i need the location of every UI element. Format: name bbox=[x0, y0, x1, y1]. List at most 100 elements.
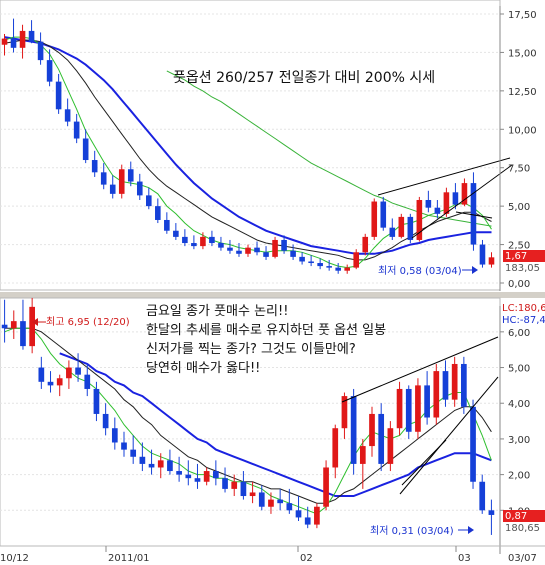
candle bbox=[222, 467, 228, 493]
top-grid bbox=[0, 13, 500, 284]
candle-body bbox=[240, 481, 247, 497]
y-tick-label: 5,00 bbox=[508, 364, 530, 375]
candle bbox=[29, 297, 35, 354]
candle-body bbox=[38, 367, 45, 382]
candle-body bbox=[127, 169, 134, 182]
candle-body bbox=[37, 41, 44, 61]
top-last-price-2: 183,05 bbox=[505, 263, 540, 274]
candle-body bbox=[434, 207, 441, 214]
candle bbox=[470, 399, 476, 489]
candle-body bbox=[185, 474, 192, 479]
candle bbox=[227, 239, 233, 254]
candle-body bbox=[29, 306, 35, 347]
candle-body bbox=[362, 236, 369, 253]
y-tick-label: 0,00 bbox=[508, 279, 530, 290]
candle bbox=[20, 299, 26, 350]
candle bbox=[396, 381, 403, 436]
candle bbox=[254, 241, 260, 256]
candle-body bbox=[203, 471, 210, 482]
candle bbox=[155, 198, 161, 224]
candle-body bbox=[91, 160, 98, 173]
candle-body bbox=[443, 192, 450, 214]
candle bbox=[46, 49, 53, 87]
top-panel: 풋옵션 260/257 전일종가 대비 200% 시세 최저 0,58 (03/… bbox=[0, 0, 545, 291]
candle bbox=[200, 232, 206, 250]
candle bbox=[231, 474, 238, 497]
candle-body bbox=[182, 236, 188, 244]
candle bbox=[91, 150, 98, 177]
candle bbox=[185, 460, 192, 486]
candle bbox=[191, 235, 197, 250]
candle bbox=[218, 236, 224, 251]
candle bbox=[19, 24, 26, 59]
candle-body bbox=[326, 266, 332, 268]
candle bbox=[369, 406, 375, 457]
candle bbox=[213, 460, 219, 486]
candle bbox=[28, 20, 35, 44]
top-plot-area bbox=[0, 0, 501, 291]
candle-body bbox=[93, 388, 100, 414]
candle-body bbox=[111, 428, 118, 443]
candle bbox=[452, 183, 459, 210]
candle-body bbox=[231, 481, 238, 489]
candle bbox=[1, 33, 8, 56]
candle bbox=[416, 196, 423, 242]
candle-body bbox=[46, 60, 53, 82]
bottom-annotation-line-1: 금요일 종가 풋매수 논리!! bbox=[146, 304, 288, 319]
top-candles bbox=[1, 18, 495, 274]
top-low-arrow bbox=[462, 266, 478, 274]
candle bbox=[332, 424, 339, 479]
candle-body bbox=[272, 239, 278, 257]
candle bbox=[258, 485, 265, 511]
candle bbox=[470, 172, 477, 251]
bottom-trendlines bbox=[341, 336, 499, 495]
candle-body bbox=[281, 239, 287, 251]
candle-body bbox=[371, 201, 378, 237]
candle-body bbox=[416, 199, 423, 240]
candle bbox=[317, 258, 323, 270]
candle-body bbox=[290, 250, 296, 257]
candle bbox=[341, 392, 348, 439]
candle-body bbox=[286, 503, 293, 511]
candle-body bbox=[424, 385, 430, 418]
y-tick-label: 2,50 bbox=[508, 241, 530, 252]
candle-body bbox=[396, 388, 403, 429]
candle-body bbox=[344, 267, 350, 271]
candle bbox=[479, 474, 486, 514]
candle bbox=[398, 213, 405, 239]
panel-splitter[interactable] bbox=[0, 292, 545, 298]
candle bbox=[350, 388, 357, 475]
bottom-panel: 금요일 종가 풋매수 논리!! 한달의 추세를 매수로 유지하던 풋 옵션 일봉… bbox=[0, 297, 545, 554]
candle bbox=[93, 381, 100, 422]
candle bbox=[461, 178, 468, 207]
bottom-last-price: 0,87 bbox=[505, 511, 527, 522]
candle-body bbox=[304, 517, 311, 525]
candle bbox=[130, 435, 137, 464]
candle-body bbox=[10, 38, 17, 48]
candle bbox=[362, 233, 369, 256]
candle-body bbox=[479, 244, 486, 265]
candle bbox=[100, 163, 107, 190]
candle-body bbox=[236, 250, 242, 254]
candle bbox=[167, 449, 173, 475]
bottom-high-label: 최고 6,95 (12/20) bbox=[46, 316, 130, 328]
candle bbox=[75, 353, 81, 382]
candle bbox=[380, 196, 387, 231]
candle bbox=[209, 230, 215, 247]
candle-body bbox=[314, 506, 320, 525]
candle bbox=[240, 471, 247, 500]
candle-body bbox=[56, 378, 63, 386]
candle-body bbox=[249, 492, 256, 497]
bottom-low-label: 최저 0,31 (03/04) bbox=[370, 525, 454, 537]
candle bbox=[344, 264, 350, 274]
y-tick-label: 7,50 bbox=[508, 164, 530, 175]
candle-body bbox=[164, 219, 170, 231]
candle-body bbox=[341, 396, 348, 429]
candle bbox=[479, 239, 486, 268]
candle-body bbox=[398, 216, 405, 237]
candle bbox=[424, 371, 430, 425]
candle bbox=[434, 199, 441, 219]
candle bbox=[281, 235, 287, 254]
candle-body bbox=[263, 252, 269, 257]
